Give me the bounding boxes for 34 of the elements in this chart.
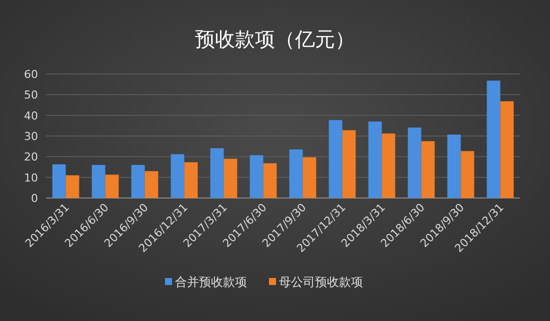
bar: [250, 155, 264, 198]
bar: [184, 162, 198, 198]
y-tick-label: 10: [24, 171, 38, 184]
bar: [486, 80, 500, 198]
y-tick-label: 50: [24, 88, 38, 102]
bar: [342, 130, 356, 198]
bar: [210, 148, 224, 198]
y-tick-label: 0: [31, 192, 38, 205]
bar: [447, 134, 461, 198]
bar: [289, 149, 303, 198]
bar: [170, 154, 184, 198]
y-tick-label: 40: [24, 109, 38, 122]
y-tick-label: 60: [24, 68, 38, 81]
bar: [368, 122, 382, 198]
bar: [460, 151, 474, 198]
bar: [382, 134, 396, 198]
bar: [131, 164, 145, 198]
bar: [302, 157, 316, 198]
bar: [224, 158, 238, 198]
bar: [408, 128, 422, 198]
y-tick-label: 20: [24, 150, 38, 164]
bar: [263, 163, 277, 198]
bar: [144, 171, 158, 198]
bar: [92, 164, 106, 198]
legend-label: 母公司预收款项: [279, 275, 363, 289]
bar: [105, 174, 119, 198]
bar: [52, 164, 66, 198]
bar: [328, 120, 342, 198]
y-tick-label: 30: [24, 130, 38, 143]
chart-title: 预收款项（亿元）: [195, 27, 355, 51]
bar: [500, 101, 514, 198]
legend-label: 合并预收款项: [175, 275, 247, 289]
bar: [421, 141, 435, 198]
bar: [66, 175, 80, 198]
